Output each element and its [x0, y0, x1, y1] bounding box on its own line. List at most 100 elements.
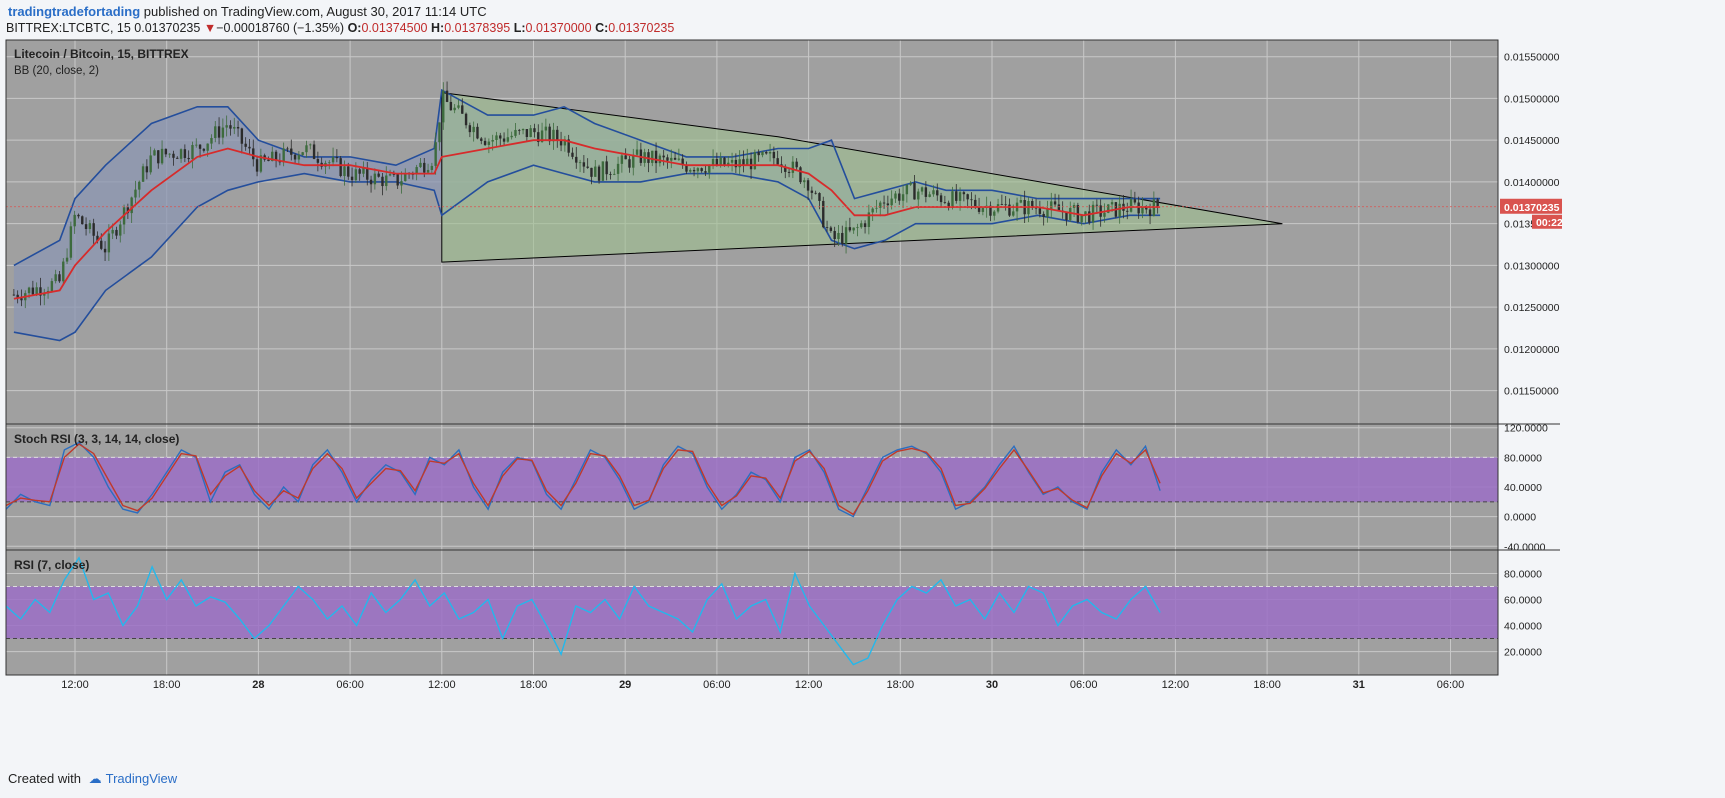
y-tick-label: 0.01200000 — [1504, 344, 1560, 356]
candle-body — [609, 174, 612, 176]
oscillator-band — [6, 586, 1498, 639]
x-tick-label: 06:00 — [703, 679, 731, 691]
candle-body — [107, 233, 111, 253]
candle-body — [886, 203, 890, 206]
x-tick-label: 12:00 — [61, 679, 89, 691]
oscillator-band — [6, 457, 1498, 502]
candle-body — [757, 152, 760, 156]
candle-body — [119, 224, 122, 236]
candle-body — [286, 148, 289, 150]
candle-body — [377, 173, 380, 177]
candle-body — [974, 199, 977, 207]
candle-body — [434, 142, 437, 166]
candle-body — [586, 166, 589, 168]
candle-body — [594, 166, 597, 177]
candle-body — [1126, 210, 1129, 212]
candle-body — [358, 169, 361, 174]
y-tick-label: 0.01400000 — [1504, 177, 1560, 189]
candle-body — [84, 224, 88, 230]
candle-body — [81, 216, 84, 225]
candle-body — [966, 194, 969, 200]
candle-body — [419, 162, 422, 168]
candle-body — [590, 167, 593, 177]
candle-body — [210, 137, 213, 144]
candle-body — [1012, 211, 1015, 216]
open-value: 0.01374500 — [361, 21, 428, 35]
candle-body — [605, 161, 608, 175]
candle-body — [468, 125, 472, 133]
candle-body — [54, 274, 57, 282]
candle-body — [259, 155, 263, 172]
candle-body — [909, 182, 912, 185]
candle-body — [616, 163, 620, 174]
candle-body — [981, 208, 985, 212]
candle-body — [841, 232, 844, 244]
y-tick-label: 0.01450000 — [1504, 135, 1560, 147]
candle-body — [552, 129, 555, 142]
candle-body — [563, 139, 567, 146]
candle-body — [548, 126, 551, 142]
candle-body — [103, 248, 107, 253]
y-tick-label: 0.01500000 — [1504, 93, 1560, 105]
candle-body — [711, 158, 715, 166]
candle-body — [426, 169, 430, 173]
tradingview-brand-link[interactable]: TradingView — [105, 771, 178, 786]
candle-body — [799, 167, 802, 183]
candle-body — [1103, 212, 1106, 217]
last-price-tag — [1500, 198, 1562, 214]
open-label: O: — [347, 21, 362, 35]
candle-body — [765, 152, 768, 154]
candle-body — [932, 190, 935, 195]
candle-body — [677, 158, 681, 160]
candle-body — [198, 144, 202, 149]
candle-body — [913, 182, 916, 200]
candle-body — [449, 101, 453, 111]
y-tick-label: 0.01250000 — [1504, 302, 1560, 314]
candle-body — [651, 150, 654, 163]
candle-body — [388, 174, 392, 176]
candle-body — [514, 129, 517, 136]
candle-body — [271, 151, 274, 162]
candle-body — [715, 158, 719, 166]
publisher-link[interactable]: tradingtradefortading — [8, 4, 141, 19]
candle-body — [343, 166, 346, 177]
candle-body — [540, 130, 544, 143]
candle-body — [958, 192, 962, 201]
countdown-label: 00:22 — [1536, 217, 1563, 229]
candle-body — [472, 126, 475, 133]
candle-body — [183, 149, 187, 158]
candle-body — [898, 193, 901, 201]
candle-body — [1099, 205, 1102, 217]
low-label: L: — [513, 21, 526, 35]
y-tick-label: 0.01550000 — [1504, 52, 1560, 64]
candle-body — [415, 167, 418, 175]
candle-body — [1129, 199, 1133, 212]
candle-body — [791, 161, 795, 173]
y-tick-label: 20.0000 — [1504, 647, 1542, 659]
publish-info: tradingtradefortading published on Tradi… — [8, 4, 487, 19]
countdown-tag — [1532, 214, 1562, 229]
candle-body — [16, 294, 19, 299]
y-tick-label: 0.01300000 — [1504, 260, 1560, 272]
candle-body — [88, 223, 92, 230]
candle-body — [844, 227, 848, 244]
candle-body — [848, 227, 852, 231]
candle-body — [1038, 208, 1042, 214]
oscillator-title: Stoch RSI (3, 3, 14, 14, close) — [14, 432, 179, 446]
candle-body — [331, 157, 335, 163]
candle-body — [1000, 204, 1004, 205]
candle-body — [392, 174, 396, 175]
candle-body — [491, 139, 494, 142]
candle-body — [328, 162, 331, 164]
close-label: C: — [595, 21, 609, 35]
candle-body — [297, 155, 301, 160]
candle-body — [734, 159, 738, 168]
candle-body — [917, 191, 920, 200]
candle-body — [544, 126, 548, 131]
candle-body — [1118, 203, 1121, 217]
candle-body — [1080, 214, 1083, 223]
candle-body — [681, 158, 684, 166]
candle-body — [1019, 199, 1023, 203]
candle-body — [217, 126, 221, 138]
